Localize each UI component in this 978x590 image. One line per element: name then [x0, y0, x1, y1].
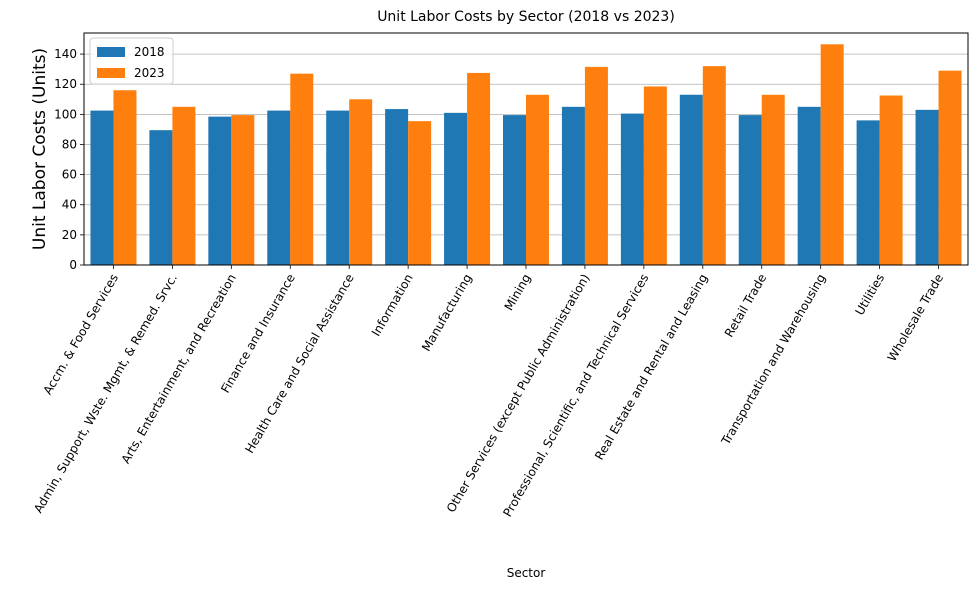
bar-2018 [679, 94, 703, 265]
y-tick-label: 20 [62, 228, 77, 242]
bar-2018 [620, 113, 644, 265]
bar-2023 [172, 106, 196, 266]
bar-2023 [526, 94, 549, 265]
y-tick-label: 60 [62, 168, 77, 182]
bar-2023 [643, 86, 667, 265]
bar-2023 [584, 66, 608, 265]
legend-swatch [97, 47, 125, 57]
bar-2018 [444, 112, 468, 266]
legend-label: 2018 [134, 45, 165, 59]
bar-2018 [149, 130, 173, 265]
x-tick-label: Real Estate and Rental and Leasing [592, 272, 710, 463]
bar-2023 [349, 99, 373, 266]
legend-label: 2023 [134, 66, 165, 80]
y-tick-label: 120 [54, 77, 77, 91]
bar-2018 [90, 110, 114, 266]
y-tick-label: 0 [69, 258, 77, 272]
bars [90, 44, 962, 266]
y-tick-label: 140 [54, 47, 77, 61]
y-axis-ticks: 0 20 40 60 80 100 120 140 [54, 47, 84, 272]
bar-2023 [408, 121, 432, 265]
y-axis-label: Unit Labor Costs (Units) [30, 48, 50, 250]
x-tick-label: Manufacturing [419, 271, 475, 353]
bar-2023 [761, 94, 785, 265]
bar-2018 [503, 115, 526, 265]
legend-swatch [97, 68, 125, 78]
bar-2018 [797, 106, 821, 266]
bar-2023 [938, 70, 962, 265]
x-tick-label: Mining [502, 272, 534, 314]
bar-2018 [915, 109, 939, 265]
bar-2018 [267, 110, 291, 266]
bar-2023 [467, 72, 491, 265]
bar-2018 [561, 106, 585, 266]
bar-2023 [702, 66, 726, 266]
bar-2023 [113, 90, 137, 265]
y-tick-label: 40 [62, 198, 77, 212]
bar-2023 [879, 95, 903, 266]
x-tick-label: Transportation and Warehousing [718, 272, 828, 448]
x-tick-label: Retail Trade [722, 272, 769, 340]
bar-2023 [820, 44, 844, 265]
x-tick-label: Health Care and Social Assistance [242, 272, 356, 456]
bar-2018 [738, 115, 762, 265]
x-tick-label: Utilities [852, 272, 887, 318]
x-axis-label: Sector [507, 566, 546, 580]
bar-2023 [290, 73, 314, 265]
y-tick-label: 80 [62, 137, 77, 151]
bar-2018 [385, 109, 409, 266]
legend: 2018 2023 [89, 37, 174, 85]
chart-title: Unit Labor Costs by Sector (2018 vs 2023… [377, 9, 675, 25]
x-tick-label: Information [369, 272, 416, 339]
bar-2018 [856, 120, 880, 266]
bar-2023 [231, 115, 255, 265]
x-tick-label: Arts, Entertainment, and Recreation [119, 272, 239, 467]
y-tick-label: 100 [54, 107, 77, 121]
x-tick-label: Wholesale Trade [885, 272, 946, 364]
bar-2018 [326, 110, 350, 266]
bar-2018 [208, 116, 232, 266]
